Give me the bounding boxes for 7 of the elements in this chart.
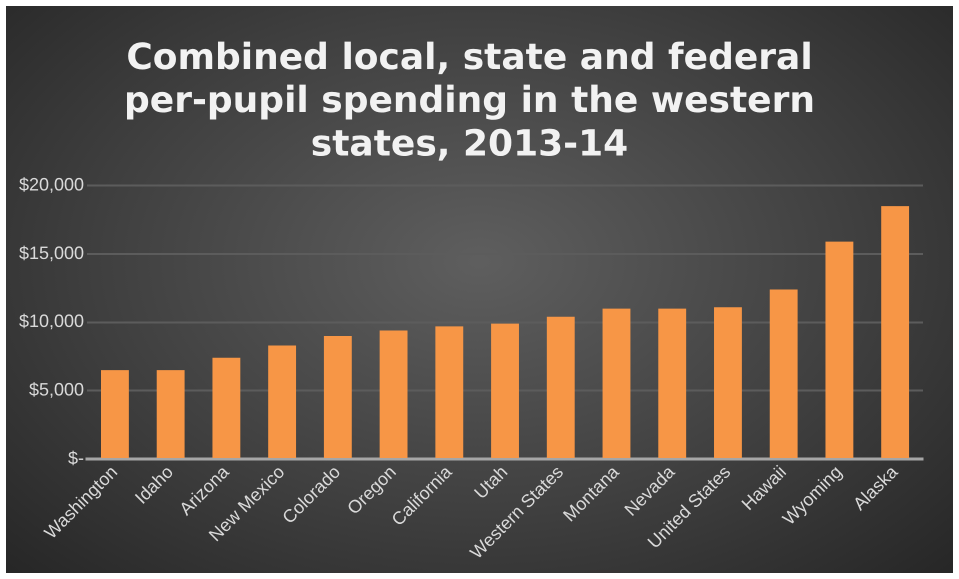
x-tick-label: Utah (470, 462, 512, 503)
y-tick-label: $5,000 (29, 380, 84, 400)
y-tick-label: $- (68, 448, 84, 468)
chart-title: Combined local, state and federal per-pupil spending in the western states, 2013-14 (124, 36, 815, 164)
y-tick-label: $20,000 (18, 174, 84, 195)
y-tick-label: $15,000 (18, 242, 84, 263)
y-tick-label: $10,000 (18, 311, 84, 332)
